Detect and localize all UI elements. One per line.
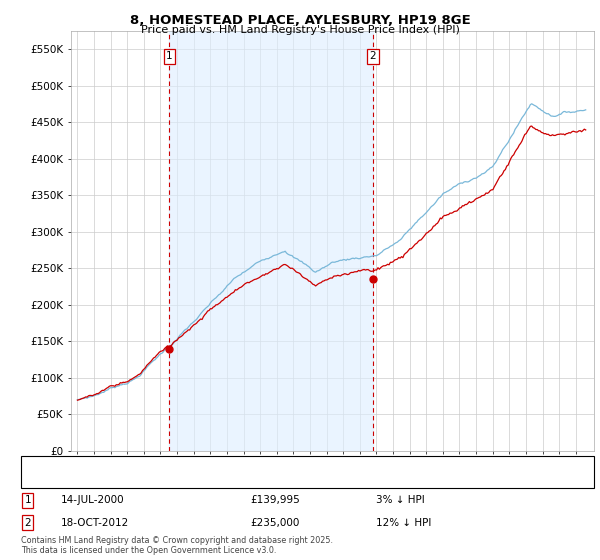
Text: 1: 1 xyxy=(25,496,31,505)
Text: 18-OCT-2012: 18-OCT-2012 xyxy=(61,517,130,528)
Text: 8, HOMESTEAD PLACE, AYLESBURY, HP19 8GE: 8, HOMESTEAD PLACE, AYLESBURY, HP19 8GE xyxy=(130,14,470,27)
Text: £235,000: £235,000 xyxy=(250,517,299,528)
Text: 8, HOMESTEAD PLACE, AYLESBURY, HP19 8GE (semi-detached house): 8, HOMESTEAD PLACE, AYLESBURY, HP19 8GE … xyxy=(58,460,389,469)
Text: 2: 2 xyxy=(25,517,31,528)
Text: 14-JUL-2000: 14-JUL-2000 xyxy=(61,496,125,505)
Text: 12% ↓ HPI: 12% ↓ HPI xyxy=(376,517,431,528)
Text: 2: 2 xyxy=(370,52,376,62)
Text: Price paid vs. HM Land Registry's House Price Index (HPI): Price paid vs. HM Land Registry's House … xyxy=(140,25,460,35)
Text: £139,995: £139,995 xyxy=(250,496,300,505)
Text: 3% ↓ HPI: 3% ↓ HPI xyxy=(376,496,425,505)
Text: Contains HM Land Registry data © Crown copyright and database right 2025.
This d: Contains HM Land Registry data © Crown c… xyxy=(21,536,333,556)
Text: 1: 1 xyxy=(166,52,173,62)
Text: HPI: Average price, semi-detached house, Buckinghamshire: HPI: Average price, semi-detached house,… xyxy=(58,477,343,486)
Bar xyxy=(169,31,373,451)
